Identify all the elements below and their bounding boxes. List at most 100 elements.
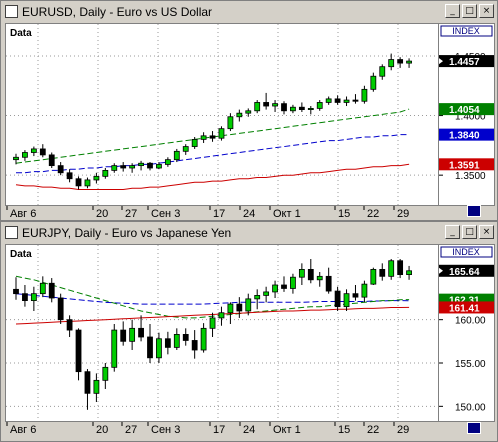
maximize-button[interactable]: □ [462,4,477,18]
indicator-value-box [439,158,494,171]
date-tick-label: 29 [397,424,409,436]
price-tick-label: 1.4000 [455,112,486,123]
candle-body [129,327,136,342]
indicator-value-label: 1.3840 [449,131,480,142]
date-tick-label: 29 [397,208,409,220]
candle-body [84,179,91,187]
candle-body [147,336,153,359]
date-tick-label: 22 [367,424,379,436]
date-tick-label: 27 [125,208,137,220]
chart-shift-icon[interactable] [467,422,481,434]
candle-body [290,276,296,289]
chart-window-eurjpy[interactable]: EURJPY, Daily - Euro vs Japanese Yen _ □… [0,221,498,442]
date-tick-label: 22 [367,208,379,220]
price-axis[interactable]: INDEX1.45001.40001.35001.40541.38401.359… [439,23,495,206]
title-bar[interactable]: EURUSD, Daily - Euro vs US Dollar _ □ × [2,2,496,21]
candle-body [388,59,395,68]
candle-body [406,60,412,64]
date-axis-svg: Авг 6 20 27 Сен 3 17 24 Окт 1 15 22 29 [6,206,409,220]
minimize-button[interactable]: _ [445,225,460,239]
date-axis-svg: Авг 6 20 27 Сен 3 17 24 Окт 1 15 22 29 [6,422,409,436]
chart-shift-icon[interactable] [467,205,481,217]
candlestick-plot[interactable]: Data [6,24,438,205]
date-axis: Авг 6 20 27 Сен 3 17 24 Окт 1 15 22 29 [5,206,439,220]
current-price-label: 165.64 [449,267,480,278]
date-tick-label: 20 [96,424,108,436]
candle-body [397,59,404,64]
candle-body [352,293,359,298]
price-tick-label: 160.00 [455,316,486,327]
candle-body [182,334,189,341]
candle-body [120,165,127,169]
title-bar[interactable]: EURJPY, Daily - Euro vs Japanese Yen _ □… [2,223,496,242]
candle-body [245,298,252,312]
indicator-value-box [439,128,494,141]
candle-body [182,146,189,152]
price-chart-area[interactable]: Data [5,244,439,422]
date-tick-label: 17 [213,208,225,220]
candle-body [361,88,368,102]
index-box [440,25,493,37]
current-price-box [439,55,494,68]
candle-body [22,152,28,158]
candle-body [66,172,73,180]
candle-body [245,110,252,114]
candle-body [129,165,136,169]
candle-body [227,303,234,314]
current-price-box [439,264,494,277]
candle-body [48,154,55,167]
candle-body [191,139,198,147]
minimize-button[interactable]: _ [445,4,460,18]
candle-body [111,329,118,368]
candle-body [254,102,261,112]
candle-body [111,165,118,171]
close-button[interactable]: × [479,225,494,239]
candle-body [236,303,243,312]
candle-body [57,165,64,174]
candle-body [57,297,64,321]
candlestick-plot[interactable]: Data [6,245,438,421]
candle-body [281,284,287,289]
candle-body [281,103,287,112]
price-axis[interactable]: INDEX160.00155.00150.00162.18162.31161.4… [439,244,495,422]
window-title: EURJPY, Daily - Euro vs Japanese Yen [22,226,232,240]
price-tick-label: 150.00 [455,402,486,413]
date-tick-label: Авг 6 [10,424,36,436]
candle-body [93,175,100,181]
candle-body [325,275,332,292]
candle-body [218,128,225,139]
candle-body [164,159,171,165]
price-axis-svg: INDEX1.45001.40001.35001.40541.38401.359… [439,25,494,182]
candle-body [39,148,46,156]
chart-window-eurusd[interactable]: EURUSD, Daily - Euro vs US Dollar _ □ × … [0,0,498,221]
candle-body [290,106,296,112]
candle-body [209,317,216,329]
candle-body [75,178,82,187]
candle-body [352,99,359,102]
candle-body [325,98,332,103]
candle-body [200,135,207,140]
candle-body [22,293,28,302]
candle-body [84,371,91,394]
close-button[interactable]: × [479,4,494,18]
candle-body [272,284,278,293]
candles [13,259,412,410]
date-tick-label: 20 [96,208,108,220]
candle-body [39,282,46,295]
candle-body [397,260,404,276]
candle-body [272,103,278,107]
window-title: EURUSD, Daily - Euro vs US Dollar [22,5,213,19]
date-tick-label: 15 [338,208,350,220]
date-tick-label: 17 [213,424,225,436]
candle-body [173,334,180,348]
data-label: Data [10,249,32,260]
candle-body [138,162,144,167]
candle-body [307,268,314,281]
candle-body [218,312,225,319]
price-tick-label: 1.3500 [455,171,486,182]
candle-body [13,156,19,161]
index-label: INDEX [452,247,480,257]
price-arrow-icon [439,58,443,65]
price-chart-area[interactable]: Data [5,23,439,206]
maximize-button[interactable]: □ [462,225,477,239]
